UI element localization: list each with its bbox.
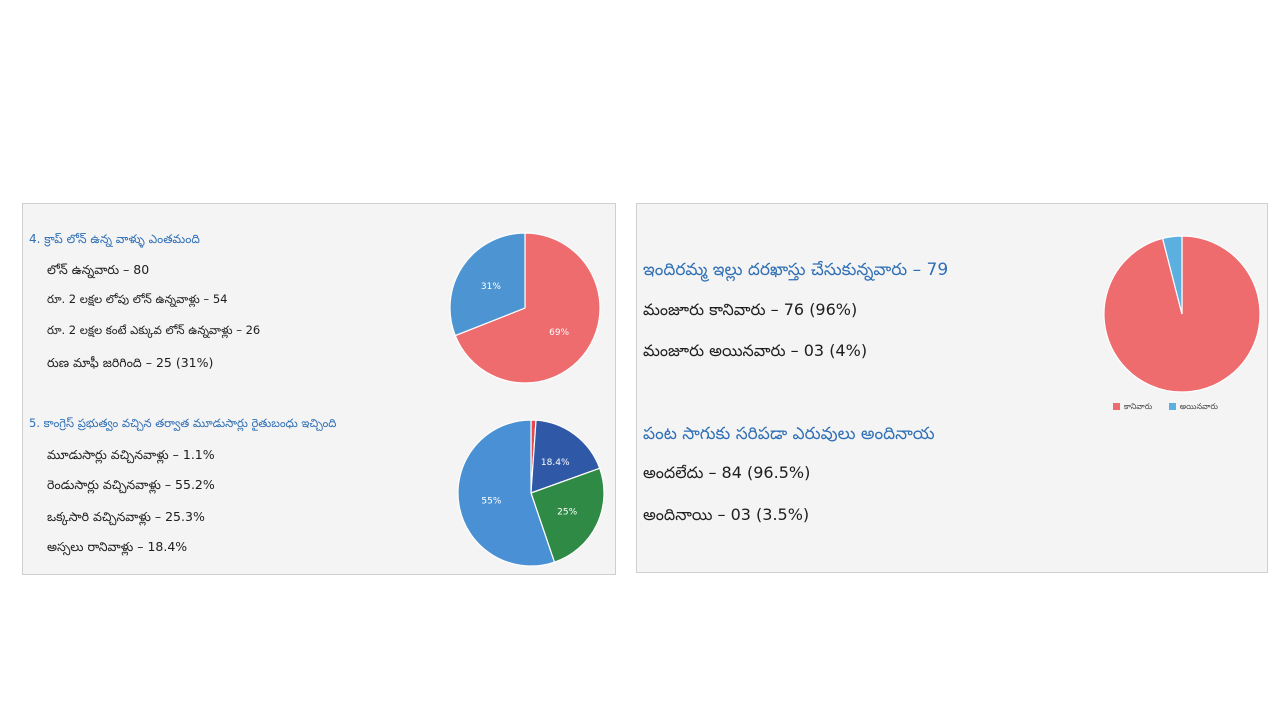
legend-item-not-sanctioned: కానివారు bbox=[1113, 402, 1152, 411]
legend-label: కానివారు bbox=[1124, 402, 1153, 411]
legend-label: అయినవారు bbox=[1179, 402, 1218, 411]
q5-line-1: మూడుసార్లు వచ్చినవాళ్లు – 1.1% bbox=[47, 447, 215, 462]
q4-line-3: రూ. 2 లక్షల కంటే ఎక్కువ లోన్ ఉన్నవాళ్లు … bbox=[47, 323, 261, 337]
q1-line-2: మంజూరు అయినవారు – 03 (4%) bbox=[643, 341, 868, 360]
q2-line-1: అందలేదు – 84 (96.5%) bbox=[643, 463, 811, 482]
q5-line-3: ఒక్కసారి వచ్చినవాళ్లు – 25.3% bbox=[47, 509, 205, 524]
q5-heading: 5. కాంగ్రెస్ ప్రభుత్వం వచ్చిన తర్వాత మూడ… bbox=[29, 416, 337, 430]
right-panel: ఇందిరమ్మ ఇల్లు దరఖాస్తు చేసుకున్నవారు – … bbox=[636, 203, 1268, 573]
q4-heading: 4. క్రాప్ లోన్ ఉన్న వాళ్ళు ఎంతమంది bbox=[29, 232, 200, 246]
q4-line-4: రుణ మాఫీ జరిగింది – 25 (31%) bbox=[47, 355, 214, 370]
q2-heading: పంట సాగుకు సరిపడా ఎరువులు అందినాయ bbox=[643, 424, 935, 444]
q2-line-2: అందినాయి – 03 (3.5%) bbox=[643, 505, 810, 524]
legend-item-sanctioned: అయినవారు bbox=[1168, 402, 1218, 411]
legend-swatch bbox=[1113, 403, 1120, 410]
q5-line-2: రెండుసార్లు వచ్చినవాళ్లు – 55.2% bbox=[47, 477, 215, 492]
legend-swatch bbox=[1168, 403, 1176, 410]
q4-line-2: రూ. 2 లక్షల లోపు లోన్ ఉన్నవాళ్లు – 54 bbox=[47, 292, 228, 306]
legend: కానివారు అయినవారు bbox=[1113, 402, 1218, 413]
q4-line-1: లోన్ ఉన్నవారు – 80 bbox=[47, 262, 150, 277]
q1-heading: ఇందిరమ్మ ఇల్లు దరఖాస్తు చేసుకున్నవారు – … bbox=[643, 260, 949, 280]
left-panel: 4. క్రాప్ లోన్ ఉన్న వాళ్ళు ఎంతమంది లోన్ … bbox=[22, 203, 616, 575]
q5-line-4: అస్సలు రానివాళ్లు – 18.4% bbox=[47, 539, 188, 554]
q1-line-1: మంజూరు కానివారు – 76 (96%) bbox=[643, 300, 858, 319]
